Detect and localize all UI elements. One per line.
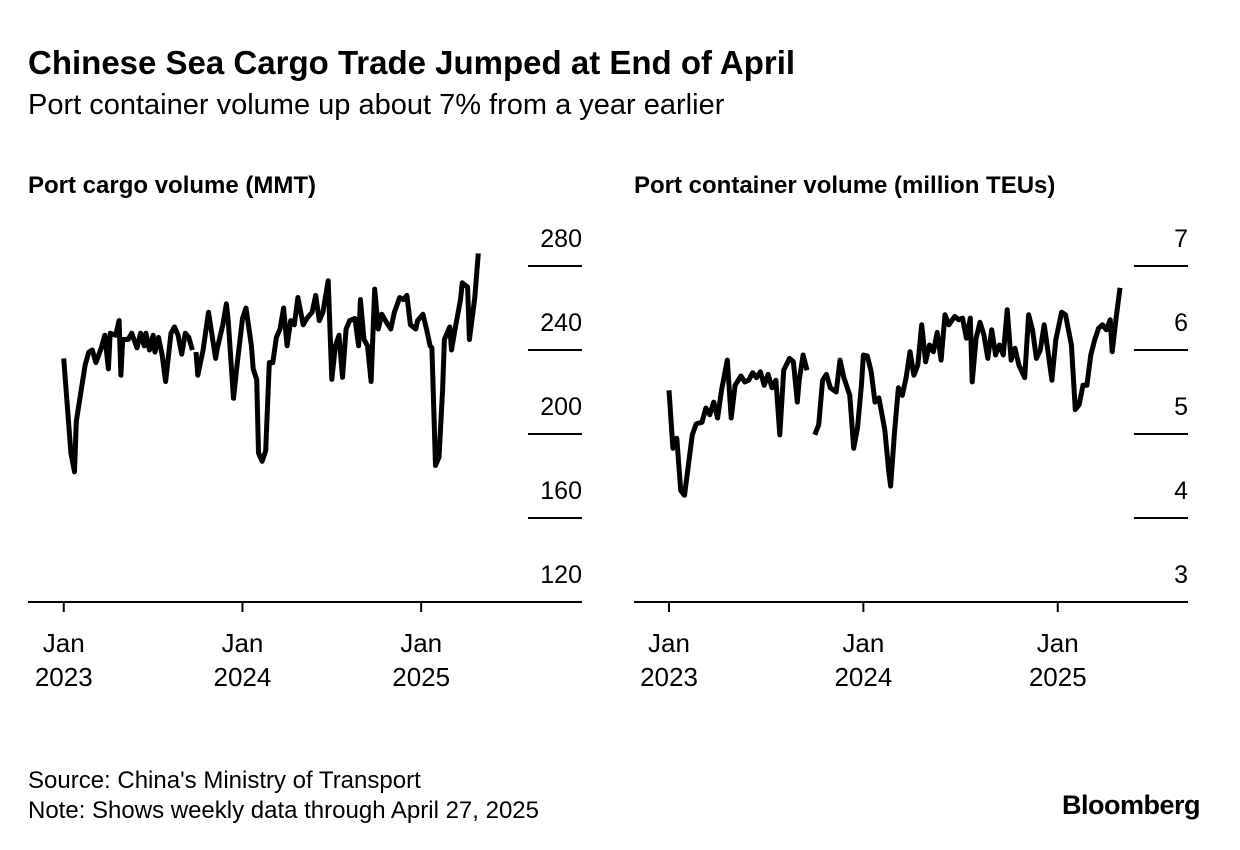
y-tick-label: 280 bbox=[540, 225, 582, 253]
x-tick-label: Jan 2024 bbox=[213, 628, 272, 692]
x-tick-label: Jan 2024 bbox=[834, 628, 893, 692]
note: Note: Shows weekly data through April 27… bbox=[28, 797, 539, 824]
x-tick-label: Jan 2023 bbox=[34, 628, 93, 692]
y-tick-label: 5 bbox=[1174, 393, 1188, 421]
title: Chinese Sea Cargo Trade Jumped at End of… bbox=[28, 44, 795, 81]
x-tick-label: Jan 2023 bbox=[640, 628, 698, 692]
chart-title: Port cargo volume (MMT) bbox=[28, 172, 316, 199]
x-tick-label: Jan 2025 bbox=[392, 628, 451, 692]
y-tick-label: 3 bbox=[1174, 561, 1188, 589]
subtitle: Port container volume up about 7% from a… bbox=[28, 89, 725, 121]
y-tick-label: 160 bbox=[540, 477, 582, 505]
y-tick-label: 7 bbox=[1174, 225, 1188, 253]
chart-title: Port container volume (million TEUs) bbox=[634, 172, 1055, 199]
y-tick-label: 120 bbox=[540, 561, 582, 589]
y-tick-label: 4 bbox=[1174, 477, 1188, 505]
x-tick-label: Jan 2025 bbox=[1028, 628, 1087, 692]
data-line bbox=[61, 253, 481, 475]
source: Source: China's Ministry of Transport bbox=[28, 767, 421, 794]
y-tick-label: 6 bbox=[1174, 309, 1188, 337]
y-tick-label: 200 bbox=[540, 393, 582, 421]
y-tick-label: 240 bbox=[540, 309, 582, 337]
brand: Bloomberg bbox=[1062, 790, 1200, 820]
data-line bbox=[666, 287, 1123, 498]
